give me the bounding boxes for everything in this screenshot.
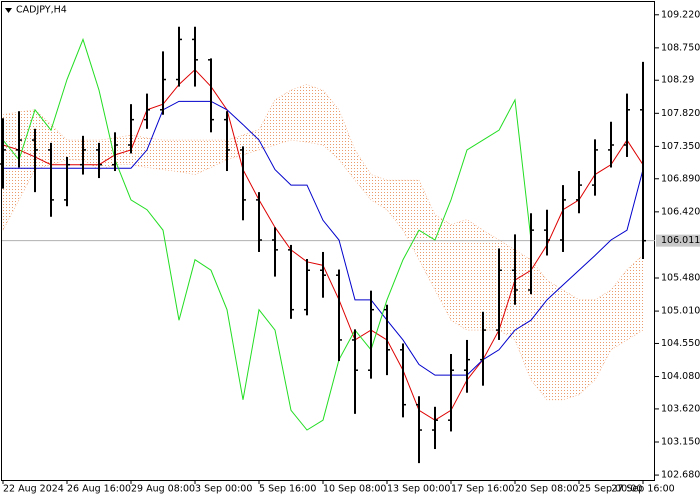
- y-tick-label: 109.220: [661, 9, 700, 20]
- cloud-edge: [2, 84, 644, 301]
- x-tick-label: 13 Sep 00:00: [387, 484, 450, 495]
- y-tick-label: 106.420: [661, 206, 700, 217]
- y-tick-label: 107.350: [661, 141, 700, 152]
- x-tick-label: 27 Sep 16:00: [611, 484, 674, 495]
- last-price-label: 106.011: [661, 235, 700, 246]
- x-tick-label: 3 Sep 00:00: [195, 484, 252, 495]
- x-tick-label: 10 Sep 08:00: [323, 484, 386, 495]
- y-tick-label: 107.820: [661, 108, 700, 119]
- x-tick-label: 17 Sep 16:00: [451, 484, 514, 495]
- y-tick-label: 106.890: [661, 173, 700, 184]
- x-tick-label: 20 Sep 08:00: [515, 484, 578, 495]
- y-tick-label: 108.750: [661, 42, 700, 53]
- indicator-line: [3, 100, 644, 376]
- y-tick-label: 108.29: [661, 75, 694, 86]
- y-tick-label: 105.480: [661, 273, 700, 284]
- x-tick-label: 5 Sep 16:00: [259, 484, 316, 495]
- x-tick-label: 22 Aug 2024: [3, 484, 64, 495]
- y-tick-label: 104.550: [661, 338, 700, 349]
- y-tick-label: 102.680: [661, 470, 700, 481]
- last-price-box: [656, 234, 700, 247]
- x-tick-label: 25 Sep 00:00: [579, 484, 642, 495]
- indicator-line: [2, 37, 532, 431]
- symbol-menu-icon[interactable]: [5, 8, 12, 13]
- plot-area: [0, 26, 655, 464]
- x-tick-label: 26 Aug 16:00: [67, 484, 131, 495]
- y-tick-label: 105.010: [661, 306, 700, 317]
- y-tick-label: 103.620: [661, 403, 700, 414]
- y-tick-label: 104.080: [661, 371, 700, 382]
- cloud-edge: [2, 139, 644, 401]
- y-tick-label: 103.150: [661, 436, 700, 447]
- chart-title: CADJPY,H4: [16, 5, 67, 16]
- x-tick-label: 29 Aug 08:00: [131, 484, 195, 495]
